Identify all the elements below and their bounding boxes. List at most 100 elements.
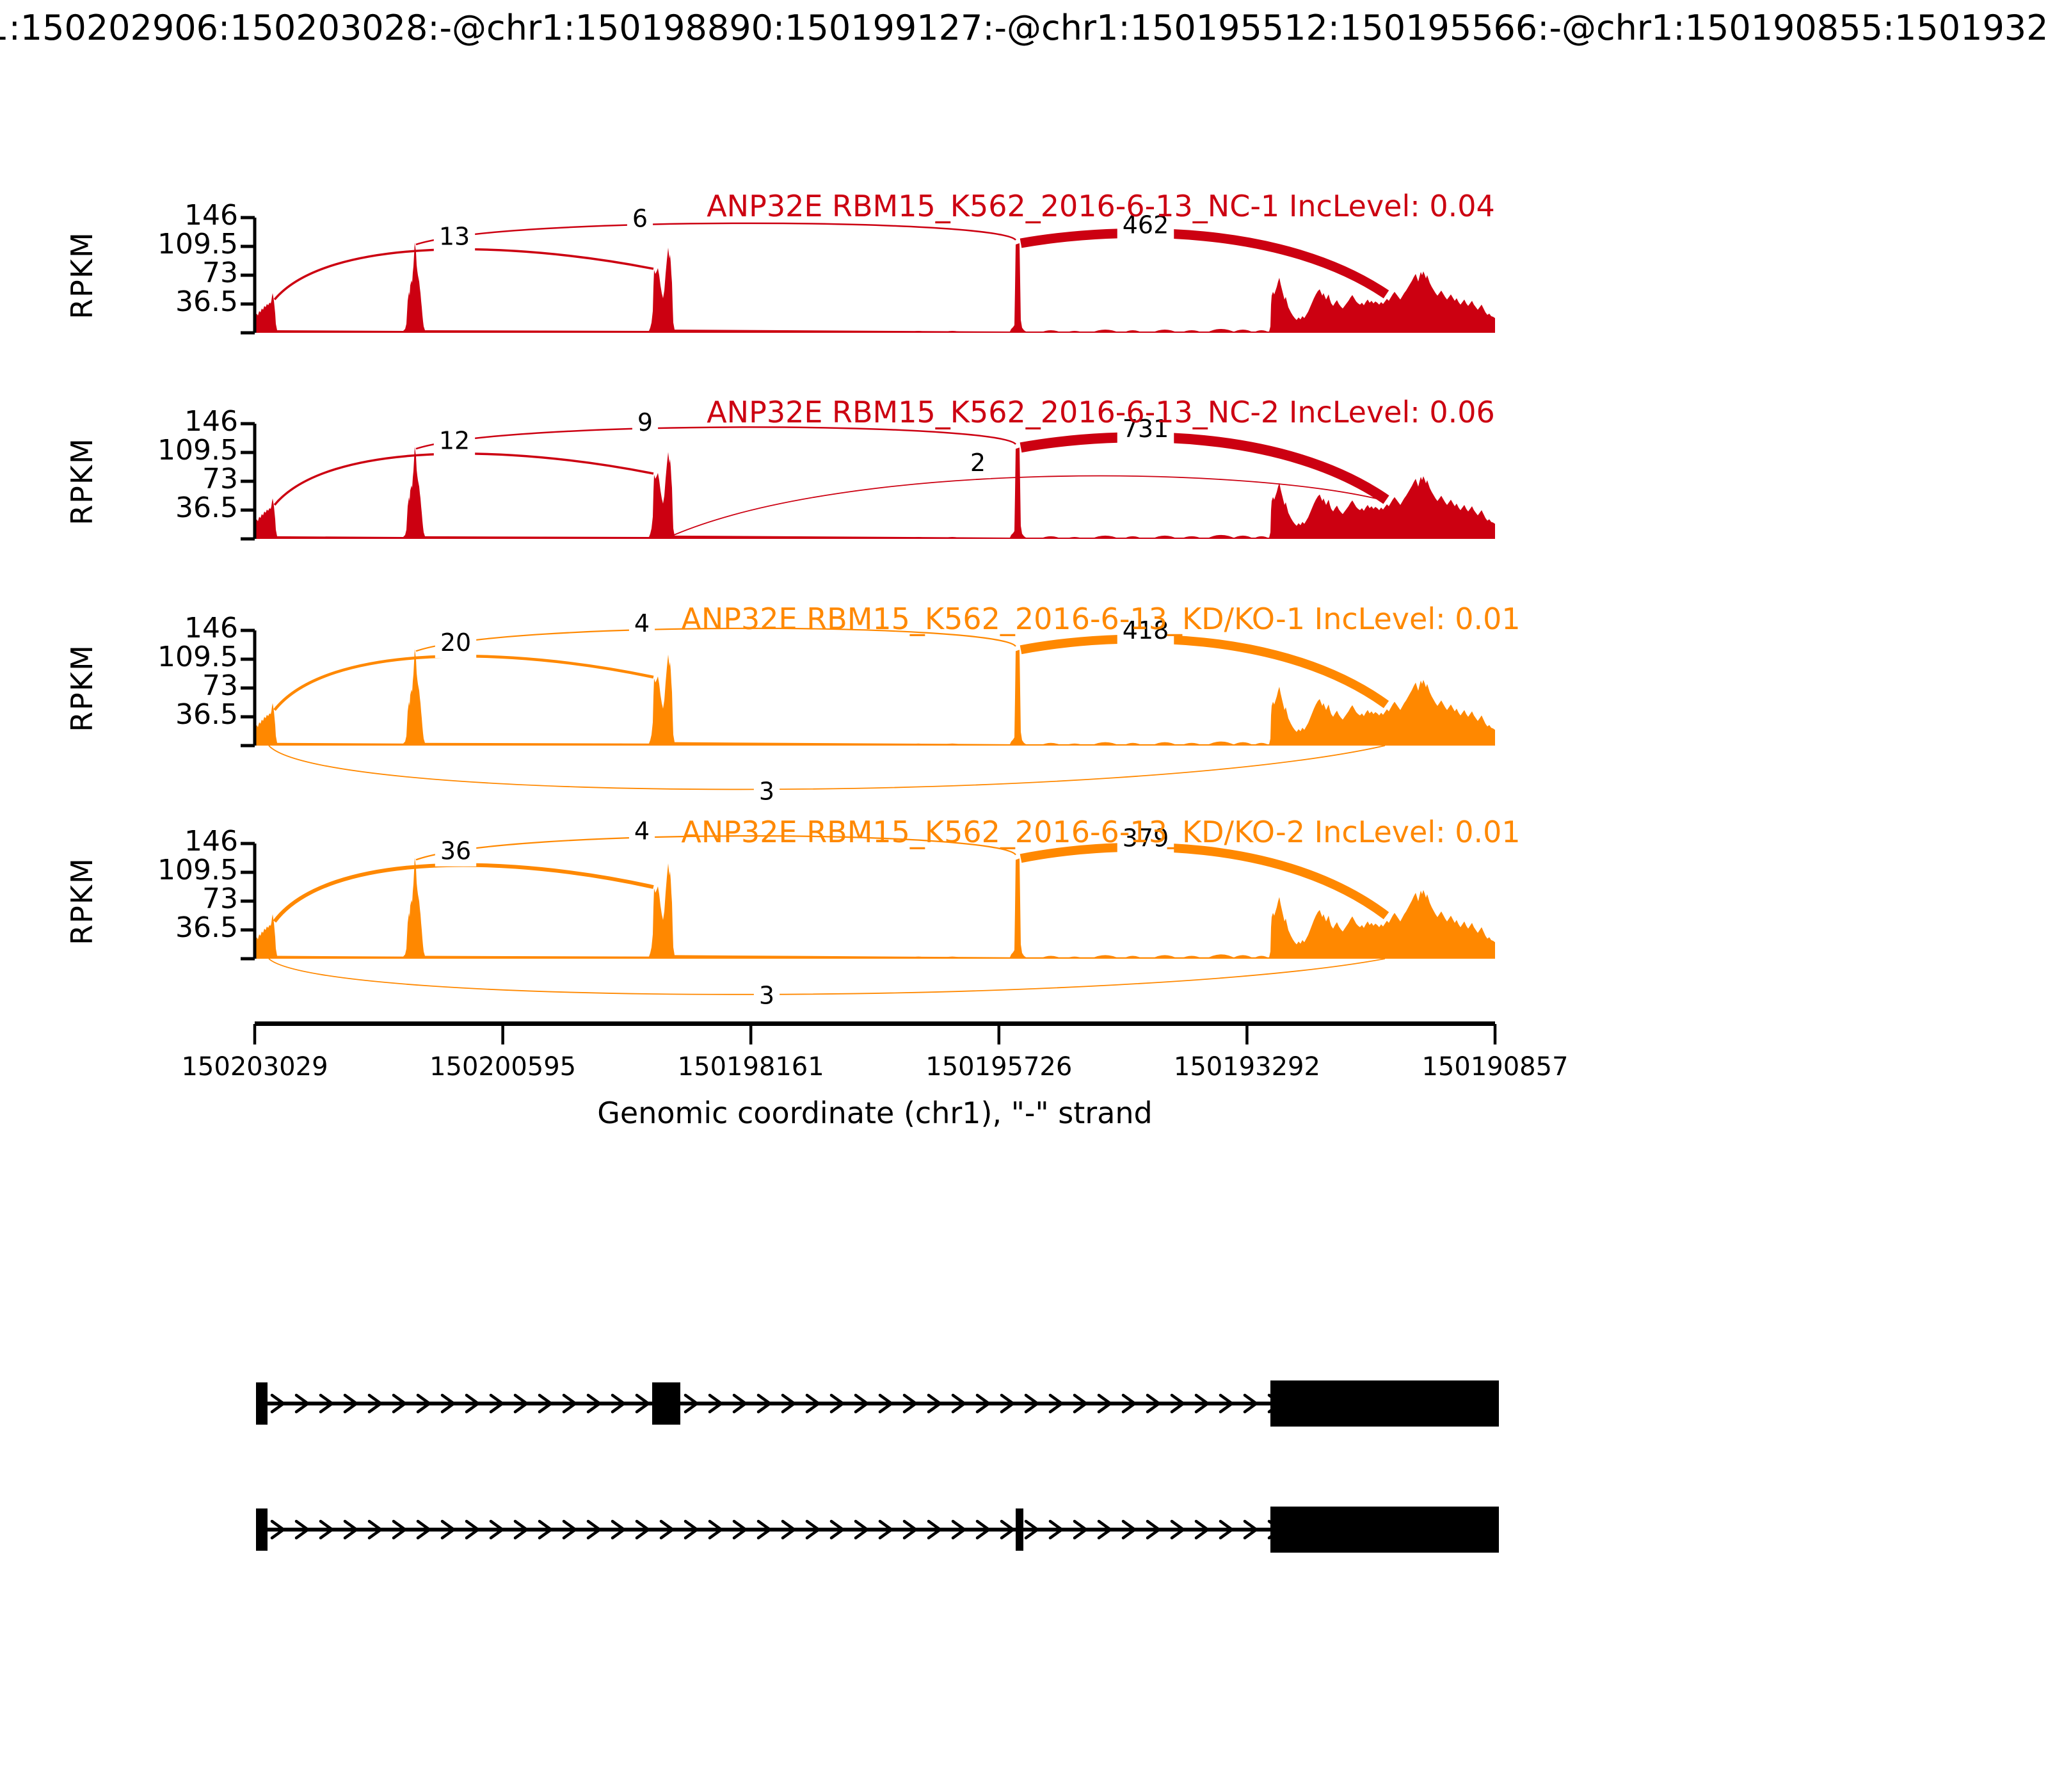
junction-count-label: 3 [759, 982, 774, 1010]
intron-noise-bump [941, 331, 964, 333]
intron-noise-bump [442, 332, 461, 333]
track-title-KD/KO-2: ANP32E RBM15_K562_2016-6-13_KD/KO-2 IncL… [681, 815, 1521, 849]
intron-noise-bump [803, 331, 829, 333]
intron-noise-bump [730, 536, 753, 539]
y-tick-label: 73 [202, 883, 238, 915]
junction-count-label: 3 [759, 778, 774, 806]
intron-noise-bump [730, 956, 753, 959]
intron-noise-bump [506, 957, 521, 959]
intron-noise-bump [768, 957, 787, 959]
junction-arc-KD/KO-1-3 [268, 745, 1386, 790]
intron-noise-bump [698, 744, 717, 746]
y-axis-title: RPKM [65, 231, 99, 319]
intron-noise-bump [1253, 956, 1270, 959]
intron-noise-bump [368, 956, 381, 959]
intron-noise-bump [1123, 956, 1142, 959]
junction-arc-KD/KO-2-4 [415, 835, 1016, 861]
intron-noise-bump [333, 332, 352, 333]
intron-noise-bump [1091, 330, 1119, 333]
y-tick-label: 146 [184, 825, 238, 858]
intron-noise-bump [467, 536, 493, 539]
intron-noise-bump [579, 744, 596, 746]
y-axis-track-4 [241, 842, 257, 961]
intron-noise-bump [1152, 955, 1178, 959]
intron-noise-bump [1253, 536, 1270, 539]
junction-count-label: 36 [440, 837, 471, 865]
junction-count-label: 731 [1123, 415, 1169, 443]
junction-label-halo [435, 835, 477, 867]
x-axis-line [255, 1021, 1495, 1026]
intron-noise-bump [1123, 742, 1142, 746]
junction-count-label: 2 [970, 449, 986, 477]
junction-arc-KD/KO-2-3 [268, 958, 1386, 995]
intron-noise-bump [333, 537, 352, 539]
y-tick-label: 146 [184, 612, 238, 644]
track-title-NC-1: ANP32E RBM15_K562_2016-6-13_NC-1 IncLeve… [707, 189, 1495, 223]
coverage-area-NC-2 [255, 447, 1495, 539]
intron-noise-bump [442, 957, 461, 959]
junction-label-halo [628, 608, 655, 639]
intron-noise-bump [1206, 329, 1236, 333]
y-axis-track-3 [241, 628, 257, 748]
junction-count-label: 462 [1123, 211, 1169, 239]
intron-noise-bump [467, 743, 493, 746]
junction-count-label: 4 [634, 817, 650, 845]
junction-label-halo [435, 627, 477, 659]
intron-noise-bump [1040, 742, 1062, 746]
junction-count-label: 12 [439, 427, 470, 455]
intron-noise-bump [1206, 534, 1236, 539]
y-tick-label: 36.5 [175, 698, 238, 731]
intron-noise-bump [1066, 956, 1084, 959]
intron-noise-bump [1232, 535, 1254, 539]
x-axis-label: Genomic coordinate (chr1), "-" strand [597, 1096, 1153, 1130]
y-tick-label: 146 [184, 405, 238, 438]
intron-noise-bump [973, 537, 989, 539]
intron-noise-bump [442, 744, 461, 746]
junction-arc-NC-1-6 [415, 222, 1016, 246]
intron-noise-bump [1066, 743, 1084, 746]
intron-noise-bump [1232, 330, 1254, 333]
intron-noise-bump [611, 536, 630, 539]
y-tick-label: 73 [202, 669, 238, 702]
intron-noise-bump [698, 332, 717, 333]
intron-noise-bump [1091, 742, 1119, 746]
intron-noise-bump [909, 331, 928, 333]
intron-noise-bump [544, 956, 567, 959]
junction-arc-NC-2-12 [273, 452, 654, 506]
junction-arc-NC-2-731 [1020, 432, 1389, 504]
intron-noise-bump [941, 956, 964, 959]
intron-noise-bump [333, 744, 352, 746]
junction-label-halo [628, 815, 655, 847]
intron-noise-bump [1253, 330, 1270, 333]
intron-noise-bump [1091, 955, 1119, 959]
intron-noise-bump [973, 744, 989, 746]
intron-noise-bump [941, 743, 964, 746]
intron-noise-bump [1066, 536, 1084, 539]
y-tick-label: 146 [184, 199, 238, 232]
intron-noise-bump [698, 537, 717, 539]
junction-arc-KD/KO-2-36 [273, 863, 654, 923]
intron-noise-bump [1206, 741, 1236, 746]
intron-noise-bump [838, 743, 855, 746]
y-tick-label: 36.5 [175, 492, 238, 524]
coverage-area-KD/KO-1 [255, 649, 1495, 746]
intron-noise-bump [730, 743, 753, 746]
junction-label-halo [1117, 822, 1174, 854]
intron-noise-bump [579, 957, 596, 959]
intron-noise-bump [874, 744, 895, 746]
intron-noise-bump [838, 956, 855, 959]
intron-noise-bump [874, 332, 895, 333]
y-tick-label: 36.5 [175, 285, 238, 318]
transcript-exon [1270, 1380, 1499, 1427]
coverage-area-NC-1 [255, 243, 1495, 333]
intron-noise-bump [768, 332, 787, 333]
y-tick-label: 109.5 [157, 641, 238, 673]
intron-noise-bump [1040, 956, 1062, 959]
coverage-area-KD/KO-2 [255, 858, 1495, 959]
junction-arc-NC-1-13 [273, 248, 654, 301]
intron-noise-bump [1181, 536, 1203, 539]
junction-count-label: 4 [634, 609, 650, 637]
junction-count-label: 379 [1123, 824, 1169, 852]
intron-noise-bump [1181, 742, 1203, 746]
y-tick-label: 36.5 [175, 911, 238, 944]
